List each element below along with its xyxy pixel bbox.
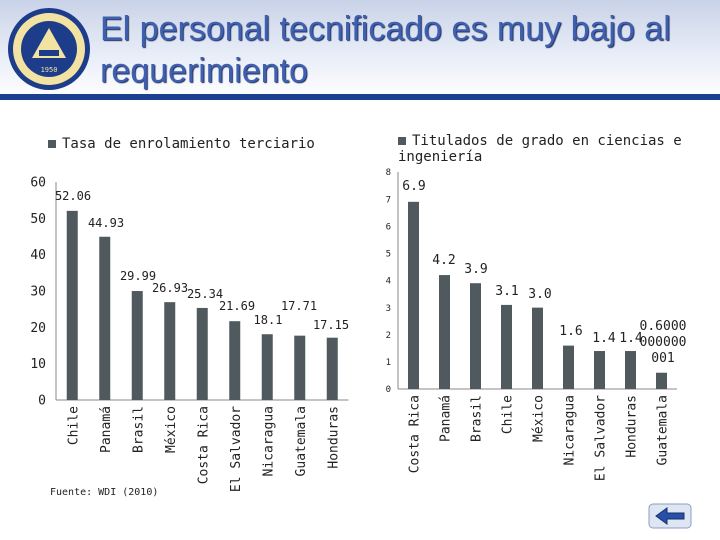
- data-label: 3.1: [495, 284, 518, 299]
- x-tick-label: Panamá: [99, 406, 114, 453]
- y-tick-label: 5: [386, 250, 391, 260]
- data-label: 17.71: [281, 299, 317, 313]
- bar: [326, 337, 338, 400]
- institution-seal-icon: 1950: [8, 8, 90, 90]
- y-tick-label: 60: [30, 176, 46, 191]
- x-tick-label: Chile: [66, 406, 81, 445]
- x-tick-label: México: [164, 406, 179, 453]
- back-arrow-icon[interactable]: [648, 503, 692, 529]
- x-tick-label: Costa Rica: [196, 406, 211, 484]
- bar: [229, 321, 241, 400]
- data-label: 3.0: [528, 287, 551, 302]
- y-tick-label: 40: [30, 248, 46, 263]
- y-tick-label: 8: [386, 168, 391, 178]
- x-tick-label: Honduras: [625, 395, 640, 458]
- page-title: El personal tecnificado es muy bajo al r…: [100, 10, 671, 90]
- bar: [439, 275, 450, 389]
- legend-swatch: [398, 137, 406, 145]
- x-tick-label: Nicaragua: [563, 395, 578, 465]
- x-tick-label: Brasil: [470, 395, 485, 442]
- x-tick-label: México: [532, 395, 547, 442]
- y-tick-label: 0: [38, 394, 46, 409]
- bar: [625, 351, 636, 389]
- x-tick-label: Guatemala: [656, 395, 671, 465]
- bar: [532, 307, 543, 389]
- bar: [563, 345, 574, 389]
- data-label: 0.6000: [640, 319, 687, 334]
- data-label: 25.34: [187, 287, 223, 301]
- legend-graduates: Titulados de grado en ciencias e ingenie…: [398, 133, 698, 165]
- data-label: 6.9: [402, 179, 425, 194]
- y-tick-label: 10: [30, 357, 46, 372]
- data-label: 000000: [640, 335, 687, 350]
- x-tick-label: Honduras: [326, 406, 341, 469]
- x-tick-label: El Salvador: [229, 406, 244, 492]
- bar: [131, 291, 143, 400]
- y-tick-label: 50: [30, 212, 46, 227]
- y-tick-label: 4: [386, 277, 391, 287]
- data-label: 21.69: [219, 299, 255, 313]
- header-divider: [0, 94, 720, 100]
- data-label: 18.1: [254, 313, 283, 327]
- legend-enrolment: Tasa de enrolamiento terciario: [48, 136, 315, 152]
- y-tick-label: 0: [386, 385, 391, 395]
- data-label: 17.15: [313, 318, 349, 332]
- header-band: [0, 0, 720, 100]
- bar: [294, 335, 306, 400]
- bar: [501, 304, 512, 389]
- y-tick-label: 3: [386, 304, 391, 314]
- data-label: 1.4: [592, 331, 616, 346]
- y-tick-label: 7: [386, 195, 391, 205]
- bar: [99, 236, 111, 400]
- x-tick-label: Guatemala: [294, 406, 309, 476]
- x-tick-label: Chile: [501, 395, 516, 434]
- legend-label: Titulados de grado en ciencias e ingenie…: [398, 133, 682, 165]
- bar: [656, 372, 667, 389]
- x-tick-label: Panamá: [439, 395, 454, 442]
- bar: [66, 210, 78, 400]
- bar: [261, 334, 273, 400]
- source-note: Fuente: WDI (2010): [50, 487, 159, 498]
- bar: [594, 351, 605, 389]
- y-tick-label: 20: [30, 321, 46, 336]
- y-tick-label: 2: [386, 331, 391, 341]
- data-label: 3.9: [464, 262, 487, 277]
- legend-label: Tasa de enrolamiento terciario: [62, 136, 315, 152]
- bar: [196, 307, 208, 400]
- data-label: 4.2: [432, 253, 455, 268]
- data-label: 1.4: [619, 331, 643, 346]
- data-label: 26.93: [152, 281, 188, 295]
- data-label: 52.06: [55, 189, 91, 203]
- logo-year: 1950: [41, 66, 58, 74]
- y-tick-label: 6: [386, 222, 391, 232]
- y-tick-label: 30: [30, 285, 46, 300]
- y-tick-label: 1: [386, 358, 391, 368]
- bar: [470, 283, 481, 389]
- bar: [408, 201, 419, 389]
- x-tick-label: Nicaragua: [261, 406, 276, 476]
- data-label: 44.93: [88, 216, 124, 230]
- bar: [164, 302, 176, 400]
- x-tick-label: Costa Rica: [408, 395, 423, 473]
- data-label: 001: [651, 351, 674, 366]
- x-tick-label: El Salvador: [594, 395, 609, 481]
- data-label: 29.99: [120, 269, 156, 283]
- data-label: 1.6: [559, 324, 582, 339]
- x-tick-label: Brasil: [131, 406, 146, 453]
- legend-swatch: [48, 140, 56, 148]
